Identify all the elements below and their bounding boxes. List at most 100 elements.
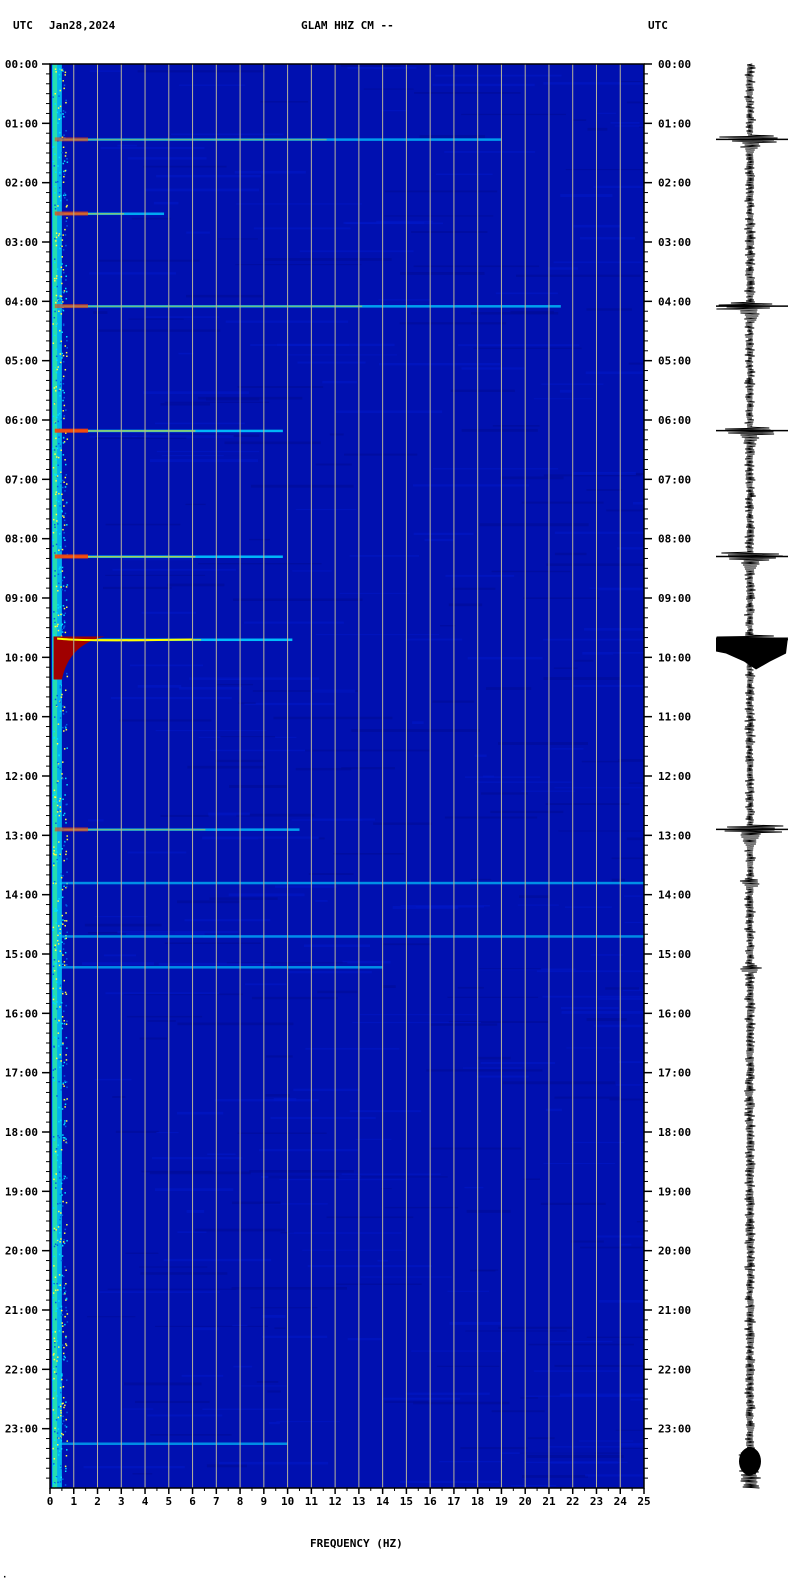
noise-streak bbox=[245, 983, 287, 986]
noise-streak bbox=[233, 1365, 253, 1368]
lowfreq-speckle bbox=[58, 118, 60, 120]
y-tick-label-left: 18:00 bbox=[5, 1126, 38, 1139]
noise-streak bbox=[624, 921, 644, 924]
lowfreq-speckle bbox=[54, 910, 56, 912]
noise-streak bbox=[542, 995, 644, 998]
lowfreq-speckle bbox=[57, 809, 60, 812]
lowfreq-speckle bbox=[61, 914, 64, 917]
lowfreq-speckle bbox=[59, 199, 62, 202]
lowfreq-speckle bbox=[57, 960, 60, 962]
lowfreq-speckle bbox=[58, 300, 60, 302]
lowfreq-speckle bbox=[54, 286, 56, 289]
noise-streak bbox=[554, 1364, 644, 1367]
lowfreq-speckle bbox=[53, 611, 55, 613]
event-6 bbox=[54, 827, 300, 832]
lowfreq-speckle bbox=[55, 1372, 58, 1375]
lowfreq-speckle bbox=[52, 415, 55, 418]
lowfreq-speckle bbox=[53, 258, 56, 260]
lowfreq-speckle bbox=[62, 324, 65, 327]
event-3 bbox=[54, 428, 283, 433]
lowfreq-speckle bbox=[53, 277, 56, 280]
lowfreq-speckle bbox=[59, 797, 62, 800]
noise-streak bbox=[392, 906, 459, 909]
y-tick-label-left: 05:00 bbox=[5, 355, 38, 368]
noise-streak bbox=[636, 1220, 644, 1223]
noise-streak bbox=[553, 667, 578, 669]
lowfreq-speckle bbox=[61, 352, 64, 355]
lowfreq-speckle bbox=[64, 725, 67, 728]
y-tick-label-right: 22:00 bbox=[658, 1363, 691, 1376]
y-tick-label-right: 13:00 bbox=[658, 829, 691, 842]
lowfreq-speckle bbox=[53, 881, 56, 883]
lowfreq-speckle bbox=[62, 709, 64, 712]
lowfreq-speckle bbox=[66, 1047, 68, 1049]
lowfreq-speckle bbox=[52, 926, 55, 929]
lowfreq-speckle bbox=[52, 1296, 55, 1299]
lowfreq-speckle bbox=[56, 1095, 58, 1097]
noise-streak bbox=[464, 776, 541, 778]
lowfreq-speckle bbox=[63, 1284, 66, 1287]
lowfreq-speckle bbox=[59, 132, 61, 134]
lowfreq-speckle bbox=[62, 761, 64, 763]
lowfreq-speckle bbox=[53, 1245, 56, 1248]
lowfreq-speckle bbox=[61, 1313, 64, 1316]
noise-streak bbox=[103, 586, 172, 590]
noise-streak bbox=[139, 1037, 167, 1040]
noise-streak bbox=[231, 1287, 347, 1290]
lowfreq-speckle bbox=[56, 1360, 58, 1362]
event-head bbox=[54, 137, 89, 142]
y-tick-label-left: 13:00 bbox=[5, 829, 38, 842]
noise-streak bbox=[381, 1188, 392, 1190]
y-tick-label-right: 11:00 bbox=[658, 711, 691, 724]
lowfreq-speckle bbox=[56, 275, 58, 277]
noise-streak bbox=[615, 1429, 644, 1431]
noise-streak bbox=[89, 70, 122, 72]
lowfreq-speckle bbox=[63, 519, 66, 522]
noise-streak bbox=[260, 1203, 328, 1205]
lowfreq-speckle bbox=[60, 276, 63, 278]
lowfreq-speckle bbox=[56, 1282, 58, 1285]
lowfreq-speckle bbox=[54, 552, 56, 554]
lowfreq-speckle bbox=[62, 486, 64, 489]
lowfreq-speckle bbox=[63, 481, 65, 484]
lowfreq-speckle bbox=[62, 585, 65, 587]
lowfreq-speckle bbox=[53, 316, 56, 319]
noise-streak bbox=[291, 819, 363, 821]
noise-streak bbox=[178, 352, 194, 355]
lowfreq-speckle bbox=[65, 129, 67, 132]
lowfreq-speckle bbox=[53, 737, 55, 739]
noise-streak bbox=[586, 1336, 644, 1339]
lowfreq-speckle bbox=[59, 606, 62, 608]
lowfreq-speckle bbox=[61, 303, 63, 305]
lowfreq-speckle bbox=[59, 1193, 62, 1196]
x-tick-label: 0 bbox=[47, 1495, 54, 1508]
lowfreq-speckle bbox=[58, 854, 61, 857]
y-tick-label-left: 04:00 bbox=[5, 295, 38, 308]
noise-streak bbox=[250, 484, 354, 488]
lowfreq-speckle bbox=[53, 1229, 56, 1232]
lowfreq-speckle bbox=[52, 1292, 55, 1294]
lowfreq-speckle bbox=[59, 388, 61, 391]
lowfreq-speckle bbox=[61, 1422, 64, 1425]
lowfreq-speckle bbox=[66, 1086, 68, 1089]
noise-streak bbox=[305, 1047, 400, 1050]
lowfreq-speckle bbox=[62, 1331, 64, 1333]
noise-streak bbox=[413, 484, 530, 487]
lowfreq-speckle bbox=[63, 576, 66, 579]
lowfreq-speckle bbox=[65, 151, 67, 154]
noise-streak bbox=[622, 989, 644, 992]
noise-streak bbox=[405, 1392, 490, 1395]
lowfreq-speckle bbox=[58, 841, 60, 843]
lowfreq-speckle bbox=[59, 1437, 62, 1439]
event-head bbox=[54, 554, 89, 559]
lowfreq-speckle bbox=[60, 1002, 63, 1004]
lowfreq-speckle bbox=[60, 684, 62, 687]
lowfreq-speckle bbox=[53, 736, 56, 739]
lowfreq-speckle bbox=[65, 1299, 67, 1301]
x-tick-label: 4 bbox=[142, 1495, 149, 1508]
lowfreq-speckle bbox=[58, 389, 60, 392]
lowfreq-speckle bbox=[55, 1419, 58, 1421]
lowfreq-speckle bbox=[61, 548, 64, 551]
lowfreq-speckle bbox=[58, 1253, 61, 1256]
lowfreq-speckle bbox=[55, 585, 58, 588]
